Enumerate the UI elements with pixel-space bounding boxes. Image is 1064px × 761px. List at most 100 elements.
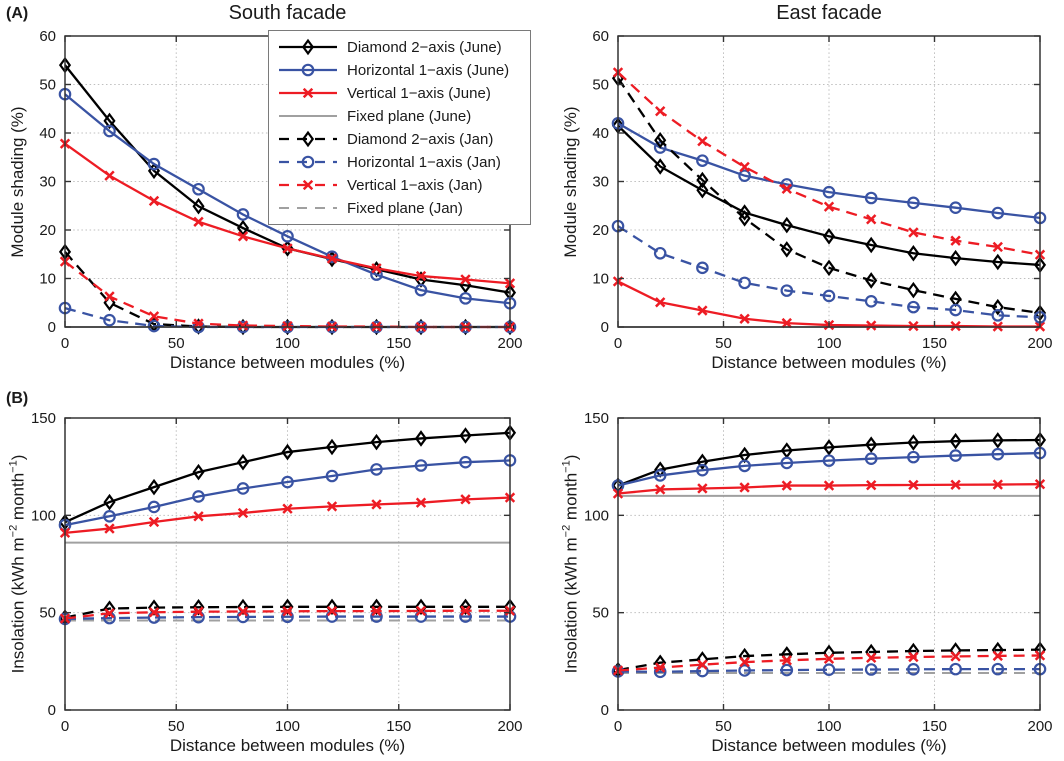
x-marker	[908, 227, 919, 238]
x-marker	[302, 179, 314, 191]
x-marker	[866, 479, 877, 491]
circle-marker	[653, 469, 667, 482]
diamond-marker	[822, 439, 836, 456]
x-tick-label: 50	[715, 718, 732, 735]
y-tick-label: 40	[39, 125, 56, 142]
circle-marker	[738, 276, 751, 290]
diamond-marker	[459, 427, 472, 444]
legend-sample-fixed-plane-jan	[279, 207, 337, 209]
subplot-east-insolation: 0 50 100 150 200 0 50 100 150	[584, 410, 1053, 735]
x-axis-label-east-insolation: Distance between modules (%)	[711, 736, 947, 755]
legend-sample-vertical-1-axis-jan	[279, 179, 337, 191]
x-marker	[460, 605, 471, 616]
diamond-marker	[236, 453, 250, 471]
circle-marker	[281, 475, 294, 489]
y-tick-label: 100	[31, 507, 56, 524]
x-tick-label: 100	[816, 718, 841, 735]
x-marker	[739, 656, 750, 668]
y-axis-label-part: −2	[7, 524, 20, 538]
x-marker	[371, 263, 382, 274]
diamond-marker	[654, 132, 667, 149]
x-marker	[237, 606, 249, 617]
y-tick-label: 50	[39, 605, 56, 622]
y-tick-label: 40	[592, 125, 609, 142]
x-axis-label-east-shading: Distance between modules (%)	[711, 353, 947, 372]
x-marker	[866, 320, 877, 331]
diamond-marker	[865, 436, 878, 453]
x-marker	[781, 655, 792, 666]
x-tick-label: 100	[816, 335, 841, 352]
diamond-marker	[281, 443, 294, 461]
y-axis-label-part: −2	[560, 524, 573, 538]
diamond-marker	[865, 236, 878, 254]
diamond-marker	[301, 38, 315, 56]
x-axis-label-south-shading: Distance between modules (%)	[169, 353, 406, 372]
circle-marker	[822, 663, 836, 677]
y-tick-label: 10	[39, 271, 56, 288]
x-marker	[193, 511, 204, 522]
y-axis-label-part: −1	[560, 460, 573, 473]
x-marker	[148, 311, 160, 322]
series-line-vertical-1-axis-jan	[617, 71, 1041, 256]
circle-marker	[192, 182, 205, 196]
y-tick-label: 0	[601, 319, 609, 336]
diamond-marker	[907, 434, 920, 451]
diamond-marker	[780, 241, 793, 258]
diamond-marker	[949, 249, 962, 267]
y-axis-label-part: Module shading (%)	[561, 105, 580, 258]
series-line-horizontal-1-axis-june	[64, 459, 511, 527]
x-marker	[237, 320, 249, 331]
y-axis-label-east-shading: Module shading (%)	[561, 106, 581, 257]
x-tick-label: 200	[497, 718, 522, 735]
circle-marker	[414, 283, 428, 297]
x-tick-label: 100	[275, 718, 300, 735]
diamond-marker	[907, 281, 920, 299]
x-marker	[193, 216, 204, 227]
x-marker	[237, 507, 249, 519]
y-axis-label-part: )	[561, 454, 581, 461]
x-marker	[697, 483, 708, 494]
x-marker	[148, 516, 160, 528]
circle-marker	[780, 284, 794, 297]
diamond-marker	[991, 298, 1004, 316]
x-marker	[326, 501, 338, 512]
legend-label: Fixed plane (Jan)	[347, 199, 463, 217]
legend-label: Vertical 1−axis (Jan)	[347, 176, 483, 194]
circle-marker	[949, 303, 962, 317]
circle-marker	[696, 261, 709, 275]
x-tick-label: 0	[61, 335, 69, 352]
x-marker	[697, 659, 708, 670]
chart-title-east-shading: East facade	[776, 2, 882, 24]
y-tick-label: 0	[601, 702, 609, 719]
x-marker	[950, 235, 961, 246]
diamond-marker	[370, 433, 383, 451]
legend-item-diamond-2-axis-jan: Diamond 2−axis (Jan)	[276, 128, 523, 150]
circle-marker	[864, 452, 878, 465]
y-tick-label: 60	[592, 28, 609, 45]
y-tick-label: 10	[592, 271, 609, 288]
x-marker	[866, 652, 877, 664]
legend-label: Vertical 1−axis (June)	[347, 84, 491, 102]
y-tick-label: 20	[39, 222, 56, 239]
x-marker	[655, 484, 666, 495]
x-marker	[908, 320, 919, 332]
y-axis-label-part: Module shading (%)	[8, 105, 27, 258]
circle-marker	[907, 300, 920, 314]
circle-marker	[991, 447, 1005, 461]
diamond-marker	[696, 171, 709, 189]
circle-marker	[949, 662, 962, 676]
legend-sample-vertical-1-axis-june	[279, 87, 337, 99]
x-marker	[460, 274, 471, 285]
legend-label: Diamond 2−axis (June)	[347, 38, 502, 56]
circle-marker	[907, 663, 920, 676]
x-marker	[823, 201, 835, 212]
legend-label: Horizontal 1−axis (Jan)	[347, 153, 501, 171]
x-marker	[950, 479, 961, 490]
diamond-marker	[103, 493, 116, 511]
legend-item-horizontal-1-axis-jan: Horizontal 1−axis (Jan)	[276, 151, 523, 173]
y-tick-label: 60	[39, 28, 56, 45]
legend-item-diamond-2-axis-june: Diamond 2−axis (June)	[276, 36, 523, 58]
circle-marker	[103, 510, 116, 523]
x-marker	[697, 136, 708, 147]
